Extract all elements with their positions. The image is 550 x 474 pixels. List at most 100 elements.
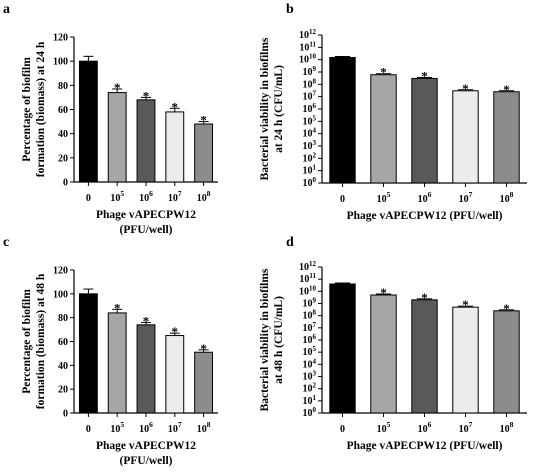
y-tick-label: 109 xyxy=(303,297,317,310)
bar xyxy=(370,74,397,184)
x-tick-label: 106 xyxy=(418,190,432,205)
x-tick-label: 108 xyxy=(197,189,211,204)
significance-star: * xyxy=(421,68,428,83)
y-tick-label: 1012 xyxy=(299,28,317,41)
significance-star: * xyxy=(380,285,387,300)
y-tick-label: 120 xyxy=(53,33,68,44)
bar xyxy=(370,294,397,414)
bar xyxy=(493,91,520,184)
y-tick-label: 1012 xyxy=(299,260,317,273)
y-tick-label: 80 xyxy=(58,81,68,92)
x-axis-label: (PFU/well) xyxy=(119,224,172,236)
x-axis-label: Phage vAPECPW12 (PFU/well) xyxy=(347,440,503,452)
bar xyxy=(78,293,98,414)
bar xyxy=(329,283,356,414)
significance-star: * xyxy=(380,65,387,80)
y-tick-label: 108 xyxy=(303,309,317,322)
panel-label: c xyxy=(3,235,9,250)
y-tick-label: 103 xyxy=(303,370,317,383)
y-tick-label: 103 xyxy=(303,139,317,152)
x-tick-label: 107 xyxy=(168,189,182,204)
x-axis-label: Phage vAPECPW12 xyxy=(96,440,196,452)
y-tick-label: 100 xyxy=(53,289,68,300)
x-tick-label: 0 xyxy=(340,194,345,205)
bar xyxy=(165,335,185,414)
bar xyxy=(329,56,356,184)
significance-star: * xyxy=(421,290,428,305)
y-tick-label: 107 xyxy=(303,321,317,334)
y-tick-label: 1010 xyxy=(299,284,317,297)
significance-star: * xyxy=(200,113,207,128)
panel-label: a xyxy=(3,2,10,17)
significance-star: * xyxy=(172,99,179,114)
y-tick-label: 101 xyxy=(303,164,317,177)
bar xyxy=(165,111,185,183)
y-axis-label: formation (biomass) at 24 h xyxy=(35,41,47,177)
panel-label: d xyxy=(286,235,294,250)
x-tick-label: 108 xyxy=(500,420,514,435)
bar xyxy=(452,306,479,414)
y-tick-label: 101 xyxy=(303,394,317,407)
x-tick-label: 107 xyxy=(168,420,182,435)
y-tick-label: 106 xyxy=(303,102,317,115)
y-tick-label: 107 xyxy=(303,90,317,103)
significance-star: * xyxy=(503,82,510,97)
y-tick-label: 60 xyxy=(58,337,68,348)
y-tick-label: 100 xyxy=(303,176,317,189)
x-tick-label: 105 xyxy=(377,420,391,435)
y-tick-label: 60 xyxy=(58,105,68,116)
significance-star: * xyxy=(143,88,150,103)
y-tick-label: 109 xyxy=(303,65,317,78)
bar xyxy=(136,324,156,414)
bar xyxy=(411,77,438,184)
bar xyxy=(194,123,214,183)
x-tick-label: 106 xyxy=(139,189,153,204)
bar xyxy=(107,92,127,183)
y-tick-label: 106 xyxy=(303,333,317,346)
x-tick-label: 106 xyxy=(139,420,153,435)
x-tick-label: 0 xyxy=(86,424,91,435)
significance-star: * xyxy=(503,301,510,316)
y-tick-label: 0 xyxy=(63,178,68,189)
y-tick-label: 105 xyxy=(303,114,317,127)
y-tick-label: 1011 xyxy=(299,40,316,53)
x-tick-label: 105 xyxy=(110,189,124,204)
x-tick-label: 0 xyxy=(340,424,345,435)
bar xyxy=(107,312,127,414)
panel-d: d100101102103104105106107108109101010111… xyxy=(259,235,527,452)
y-tick-label: 105 xyxy=(303,345,317,358)
y-tick-label: 104 xyxy=(303,127,317,140)
bar xyxy=(194,351,214,414)
bar xyxy=(493,310,520,414)
y-axis-label: formation (biomass) at 48 h xyxy=(35,273,47,409)
significance-star: * xyxy=(200,341,207,356)
y-tick-label: 1011 xyxy=(299,272,316,285)
y-tick-label: 102 xyxy=(303,151,317,164)
y-axis-label: at 48 h (CFU/mL) xyxy=(273,296,285,384)
y-axis-label: Bacterial viability in biofilms xyxy=(259,37,271,180)
x-axis-label: Phage vAPECPW12 (PFU/well) xyxy=(347,210,503,222)
bar xyxy=(136,99,156,183)
y-axis-label: Percentage of biofilm xyxy=(21,289,33,394)
bar xyxy=(452,90,479,184)
y-tick-label: 104 xyxy=(303,357,317,370)
y-tick-label: 100 xyxy=(53,57,68,68)
y-axis-label: at 24 h (CFU/mL) xyxy=(273,65,285,153)
significance-star: * xyxy=(114,80,121,95)
x-tick-label: 0 xyxy=(86,193,91,204)
y-tick-label: 120 xyxy=(53,266,68,277)
x-axis-label: (PFU/well) xyxy=(119,455,172,467)
y-tick-label: 40 xyxy=(58,361,68,372)
y-tick-label: 0 xyxy=(63,409,68,420)
y-axis-label: Percentage of biofilm xyxy=(21,57,33,162)
y-tick-label: 80 xyxy=(58,313,68,324)
bar xyxy=(411,299,438,414)
x-tick-label: 107 xyxy=(459,190,473,205)
bar xyxy=(78,60,98,183)
significance-star: * xyxy=(462,297,469,312)
x-axis-label: Phage vAPECPW12 xyxy=(96,209,196,221)
significance-star: * xyxy=(172,324,179,339)
x-tick-label: 105 xyxy=(110,420,124,435)
